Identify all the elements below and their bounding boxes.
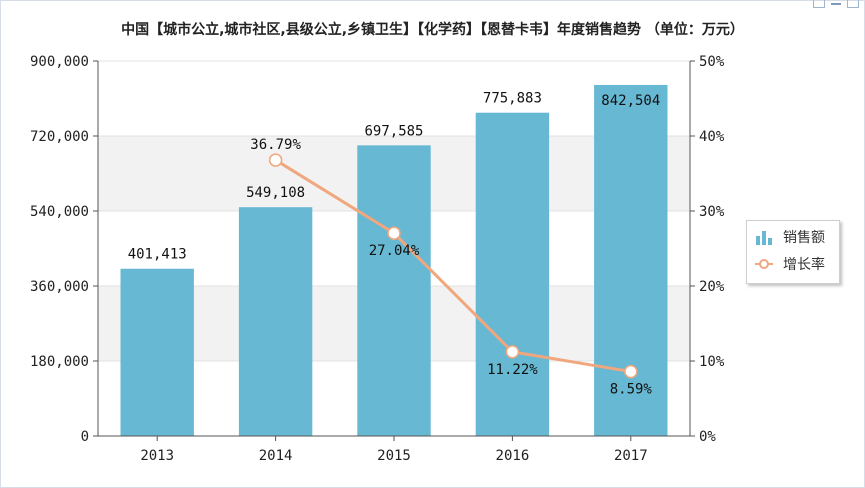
- y-right-tick-label: 40%: [699, 129, 725, 145]
- y-left-tick-label: 540,000: [30, 204, 89, 220]
- y-left-tick-label: 360,000: [30, 279, 89, 295]
- y-right-tick-label: 30%: [699, 204, 725, 220]
- bar-data-label: 549,108: [246, 185, 305, 201]
- x-tick-label: 2016: [496, 448, 530, 464]
- y-left-tick-label: 900,000: [30, 54, 89, 70]
- bar-series-icon: [755, 229, 773, 245]
- chart-title: 中国【城市公立,城市社区,县级公立,乡镇卫生】【化学药】【恩替卡韦】年度销售趋势…: [121, 22, 744, 38]
- growth-data-label: 8.59%: [610, 382, 653, 398]
- x-tick-label: 2015: [377, 448, 411, 464]
- minimize-icon[interactable]: [831, 0, 841, 5]
- bar: [120, 268, 194, 436]
- line-series-icon: [755, 256, 773, 272]
- bar-data-label: 401,413: [128, 247, 187, 263]
- growth-point: [624, 364, 638, 379]
- legend-item-growth[interactable]: 增长率: [755, 254, 825, 274]
- y-right-tick-label: 10%: [699, 354, 725, 370]
- legend-label-sales: 销售额: [783, 230, 825, 246]
- x-tick-label: 2014: [259, 448, 293, 464]
- bar: [238, 207, 313, 436]
- y-left-tick-label: 720,000: [30, 129, 89, 145]
- y-left-tick-label: 180,000: [30, 354, 89, 370]
- growth-point: [268, 153, 283, 167]
- bar: [357, 145, 431, 436]
- y-right-tick-label: 0%: [699, 429, 716, 445]
- maximize-icon[interactable]: [847, 0, 859, 8]
- growth-data-label: 27.04%: [369, 243, 420, 259]
- y-right-tick-label: 50%: [699, 54, 725, 70]
- bar-data-label: 697,585: [364, 123, 423, 139]
- chart-legend: 销售额 增长率: [746, 220, 840, 284]
- bar-data-label: 842,504: [601, 93, 660, 109]
- x-tick-label: 2017: [614, 448, 648, 464]
- growth-point: [505, 345, 520, 359]
- y-left-tick-label: 0: [81, 429, 89, 445]
- growth-point: [387, 226, 401, 240]
- y-right-tick-label: 20%: [699, 279, 725, 295]
- restore-icon[interactable]: [813, 0, 825, 8]
- window-controls: [813, 0, 859, 8]
- legend-item-sales[interactable]: 销售额: [755, 227, 825, 247]
- growth-data-label: 36.79%: [250, 137, 301, 153]
- bar-data-label: 775,883: [483, 91, 542, 107]
- growth-line: [274, 158, 632, 374]
- x-tick-label: 2013: [140, 448, 174, 464]
- growth-data-label: 11.22%: [487, 362, 538, 378]
- bar: [475, 112, 550, 436]
- legend-label-growth: 增长率: [783, 257, 825, 273]
